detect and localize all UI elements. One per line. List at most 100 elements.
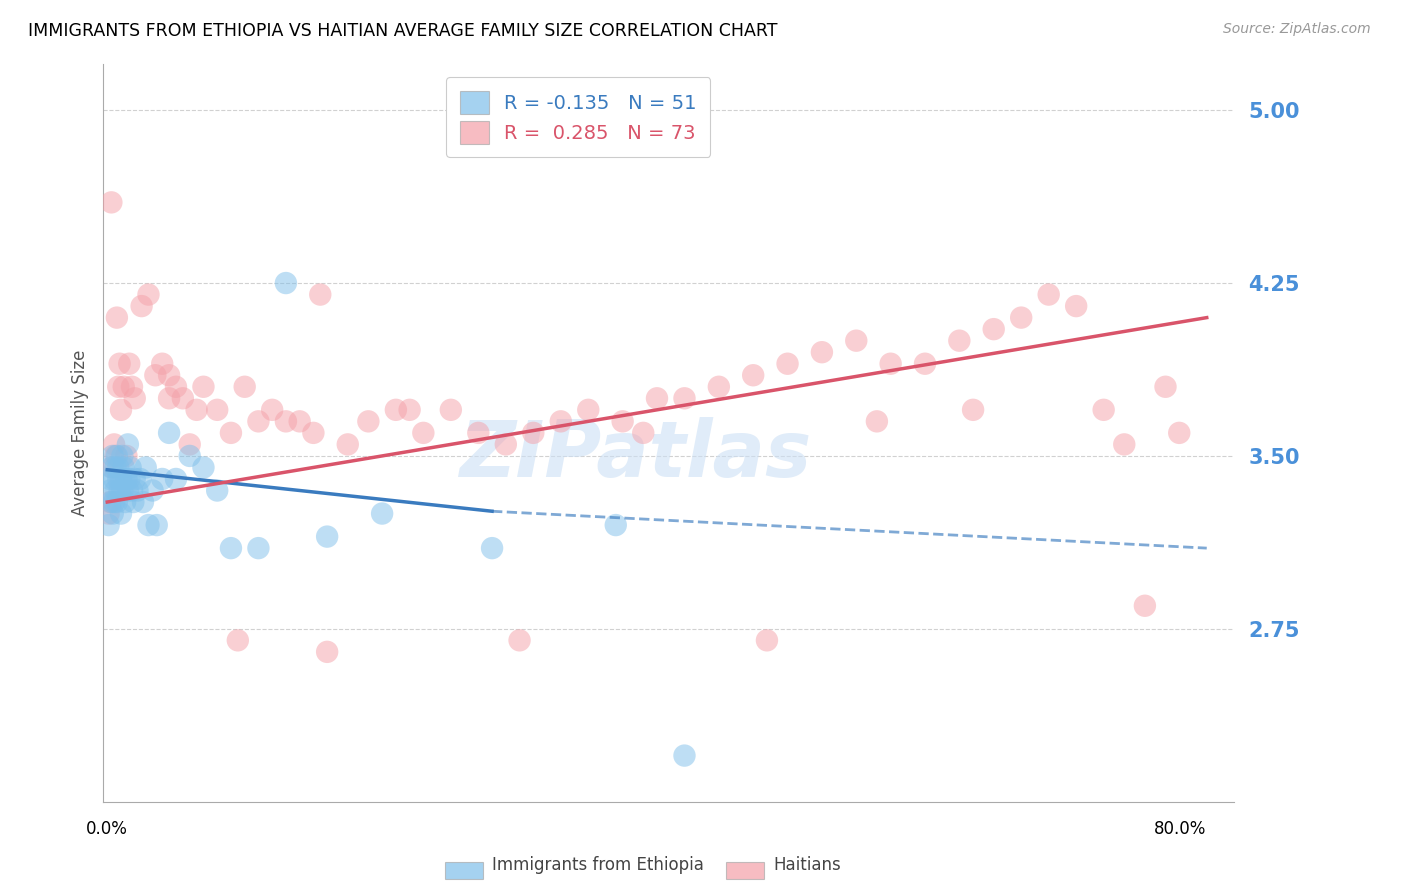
Point xyxy=(247,414,270,428)
Point xyxy=(157,425,180,440)
Point xyxy=(1038,287,1060,301)
Point xyxy=(811,345,834,359)
Text: Source: ZipAtlas.com: Source: ZipAtlas.com xyxy=(1223,22,1371,37)
Point xyxy=(110,472,132,486)
Point xyxy=(179,449,201,463)
Point xyxy=(101,460,124,475)
Point xyxy=(97,518,120,533)
Point xyxy=(104,449,127,463)
Point xyxy=(612,414,634,428)
Point xyxy=(165,472,187,486)
Point xyxy=(412,425,434,440)
Point xyxy=(103,472,125,486)
Point xyxy=(962,402,984,417)
Point xyxy=(205,483,228,498)
Point xyxy=(98,483,121,498)
Bar xyxy=(727,862,765,880)
Point xyxy=(111,449,134,463)
Point xyxy=(316,530,339,544)
Point xyxy=(755,633,778,648)
Point xyxy=(226,633,249,648)
Point xyxy=(143,368,166,383)
Point xyxy=(1133,599,1156,613)
Point xyxy=(105,495,128,509)
Point xyxy=(124,392,146,406)
Point xyxy=(98,472,121,486)
Point xyxy=(983,322,1005,336)
Point xyxy=(103,495,125,509)
Point xyxy=(112,380,135,394)
Point xyxy=(673,748,696,763)
Text: 80.0%: 80.0% xyxy=(1154,820,1206,838)
Point xyxy=(165,380,187,394)
Point xyxy=(100,460,122,475)
Point xyxy=(302,425,325,440)
Point xyxy=(129,472,152,486)
Point xyxy=(673,392,696,406)
Point xyxy=(121,380,143,394)
Bar xyxy=(444,862,484,880)
Point xyxy=(100,495,122,509)
Point xyxy=(97,507,120,521)
Text: ZIPatlas: ZIPatlas xyxy=(458,417,811,493)
Point xyxy=(495,437,517,451)
Point xyxy=(193,380,215,394)
Point xyxy=(105,310,128,325)
Point xyxy=(105,449,128,463)
Point xyxy=(309,287,332,301)
Point xyxy=(707,380,730,394)
Point xyxy=(107,380,129,394)
Point xyxy=(118,357,141,371)
Point xyxy=(385,402,408,417)
Point xyxy=(274,276,297,290)
Point xyxy=(118,472,141,486)
Point xyxy=(605,518,627,533)
Point xyxy=(1114,437,1136,451)
Point xyxy=(316,645,339,659)
Point xyxy=(101,449,124,463)
Point xyxy=(117,483,139,498)
Legend: R = -0.135   N = 51, R =  0.285   N = 73: R = -0.135 N = 51, R = 0.285 N = 73 xyxy=(446,78,710,157)
Text: 0.0%: 0.0% xyxy=(86,820,128,838)
Point xyxy=(131,299,153,313)
Point xyxy=(1064,299,1087,313)
Point xyxy=(150,357,173,371)
Point xyxy=(120,460,142,475)
Point xyxy=(103,437,125,451)
Point xyxy=(1010,310,1032,325)
Point xyxy=(914,357,936,371)
Point xyxy=(522,425,544,440)
Point xyxy=(186,402,208,417)
Point xyxy=(107,460,129,475)
Point xyxy=(121,483,143,498)
Point xyxy=(288,414,311,428)
Point xyxy=(1168,425,1191,440)
Point xyxy=(138,287,160,301)
Point xyxy=(550,414,572,428)
Point xyxy=(101,507,124,521)
Point xyxy=(509,633,531,648)
Point xyxy=(114,495,136,509)
Point xyxy=(357,414,380,428)
Point xyxy=(371,507,394,521)
Point xyxy=(481,541,503,555)
Point xyxy=(219,425,242,440)
Point xyxy=(274,414,297,428)
Point xyxy=(112,460,135,475)
Point xyxy=(742,368,765,383)
Point xyxy=(157,368,180,383)
Point xyxy=(398,402,420,417)
Point xyxy=(115,449,138,463)
Point xyxy=(157,392,180,406)
Point xyxy=(98,495,121,509)
Point xyxy=(247,541,270,555)
Point xyxy=(948,334,970,348)
Point xyxy=(107,472,129,486)
Point xyxy=(576,402,599,417)
Point xyxy=(122,495,145,509)
Point xyxy=(645,392,668,406)
Point xyxy=(1154,380,1177,394)
Point xyxy=(179,437,201,451)
Point xyxy=(110,402,132,417)
Point xyxy=(145,518,167,533)
